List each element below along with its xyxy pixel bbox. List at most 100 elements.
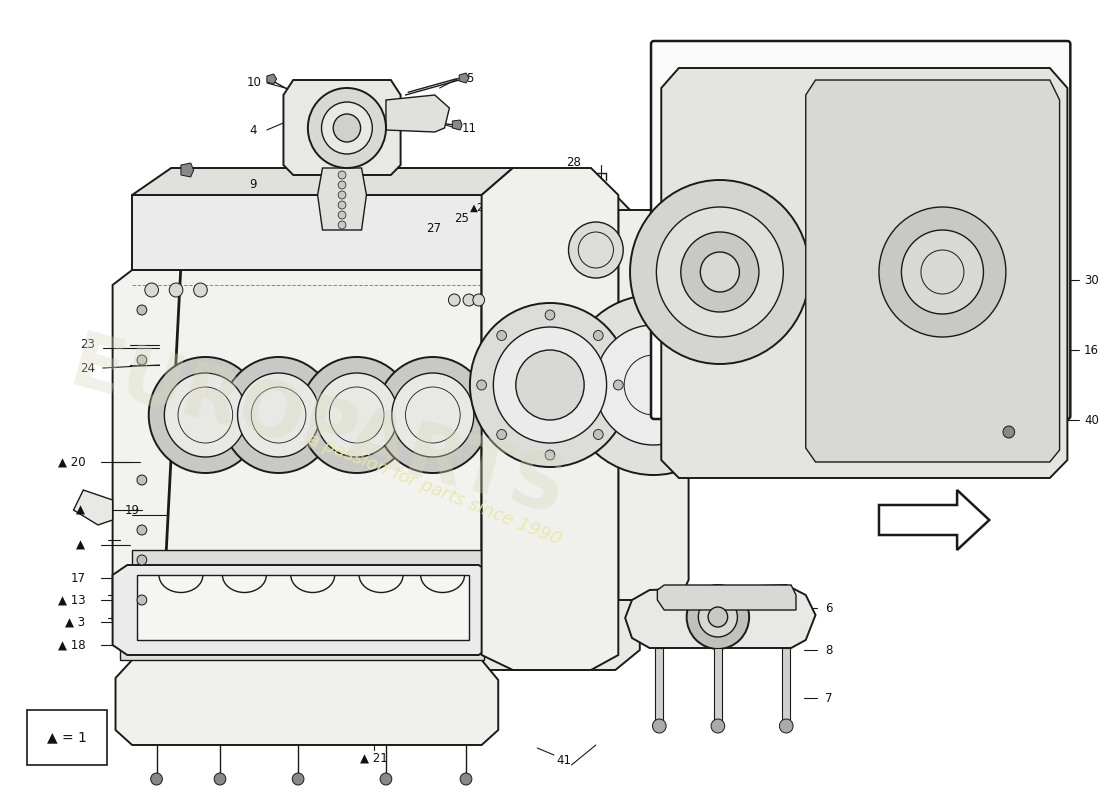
Text: ▲ 21: ▲ 21 <box>361 751 388 765</box>
Circle shape <box>476 380 486 390</box>
Circle shape <box>780 719 793 733</box>
Bar <box>26 710 107 765</box>
Circle shape <box>138 475 146 485</box>
Polygon shape <box>806 80 1059 462</box>
Circle shape <box>711 719 725 733</box>
Circle shape <box>901 230 983 314</box>
Polygon shape <box>267 74 276 84</box>
Polygon shape <box>120 640 484 660</box>
Text: 33: 33 <box>543 183 557 193</box>
Circle shape <box>214 773 225 785</box>
Text: 23: 23 <box>80 338 95 351</box>
Text: 14: 14 <box>635 409 650 422</box>
Circle shape <box>593 330 603 341</box>
Circle shape <box>686 585 749 649</box>
Text: 24: 24 <box>80 362 95 374</box>
Polygon shape <box>482 168 513 640</box>
Text: ▲ = 1: ▲ = 1 <box>47 730 87 744</box>
Circle shape <box>148 357 262 473</box>
Text: 26: 26 <box>638 349 652 362</box>
Circle shape <box>546 450 554 460</box>
Polygon shape <box>284 80 400 175</box>
Circle shape <box>1003 426 1014 438</box>
Polygon shape <box>132 168 513 195</box>
Polygon shape <box>180 163 194 177</box>
Text: ▲ 20: ▲ 20 <box>57 455 86 469</box>
Polygon shape <box>879 490 989 550</box>
Circle shape <box>381 773 392 785</box>
Polygon shape <box>386 95 450 132</box>
Text: a passion for parts since 1990: a passion for parts since 1990 <box>306 430 564 550</box>
Text: 25: 25 <box>454 211 469 225</box>
Text: 42: 42 <box>584 173 597 183</box>
FancyBboxPatch shape <box>651 41 1070 419</box>
Circle shape <box>194 283 207 297</box>
Text: ▲ 3: ▲ 3 <box>65 615 86 629</box>
Circle shape <box>516 350 584 420</box>
Polygon shape <box>132 195 482 270</box>
Circle shape <box>338 211 345 219</box>
Text: ▲: ▲ <box>76 503 86 517</box>
Polygon shape <box>464 195 640 670</box>
Polygon shape <box>482 168 618 670</box>
Circle shape <box>164 373 246 457</box>
Polygon shape <box>318 168 366 230</box>
Text: ▲22: ▲22 <box>470 203 492 213</box>
Circle shape <box>497 330 506 341</box>
Text: 9: 9 <box>250 178 257 191</box>
Circle shape <box>321 102 372 154</box>
Polygon shape <box>459 73 469 83</box>
Polygon shape <box>132 550 482 610</box>
Text: 27: 27 <box>426 222 441 234</box>
Text: 10: 10 <box>248 77 262 90</box>
Text: ▲: ▲ <box>76 538 86 551</box>
Circle shape <box>376 357 490 473</box>
Circle shape <box>614 380 624 390</box>
Polygon shape <box>658 585 796 610</box>
Polygon shape <box>656 648 663 723</box>
Text: 17: 17 <box>70 571 86 585</box>
Polygon shape <box>625 585 815 648</box>
Polygon shape <box>618 210 689 600</box>
Text: 28: 28 <box>566 155 581 169</box>
Text: 24: 24 <box>500 195 514 205</box>
Text: 41: 41 <box>557 754 572 766</box>
Circle shape <box>138 305 146 315</box>
Text: ▲ 13: ▲ 13 <box>57 594 86 606</box>
Circle shape <box>652 719 667 733</box>
Circle shape <box>145 283 158 297</box>
Polygon shape <box>116 660 498 745</box>
Circle shape <box>338 191 345 199</box>
Circle shape <box>593 430 603 439</box>
Text: 30: 30 <box>1084 274 1099 286</box>
Circle shape <box>569 222 624 278</box>
Circle shape <box>546 310 554 320</box>
Circle shape <box>338 171 345 179</box>
Circle shape <box>701 252 739 292</box>
Text: 5: 5 <box>466 71 473 85</box>
Circle shape <box>470 303 630 467</box>
Circle shape <box>293 773 304 785</box>
Circle shape <box>657 207 783 337</box>
Circle shape <box>493 327 606 443</box>
Circle shape <box>333 114 361 142</box>
Text: 16: 16 <box>1084 343 1099 357</box>
Text: 8: 8 <box>825 643 833 657</box>
Circle shape <box>308 88 386 168</box>
Circle shape <box>338 201 345 209</box>
Circle shape <box>392 373 474 457</box>
Circle shape <box>151 773 163 785</box>
Polygon shape <box>782 648 790 723</box>
Circle shape <box>222 357 336 473</box>
Circle shape <box>708 607 728 627</box>
Circle shape <box>138 525 146 535</box>
Circle shape <box>138 555 146 565</box>
Text: 19: 19 <box>124 503 140 517</box>
Circle shape <box>473 294 485 306</box>
Circle shape <box>338 221 345 229</box>
Circle shape <box>138 355 146 365</box>
Circle shape <box>169 283 183 297</box>
Circle shape <box>338 181 345 189</box>
Circle shape <box>565 295 741 475</box>
Circle shape <box>138 595 146 605</box>
